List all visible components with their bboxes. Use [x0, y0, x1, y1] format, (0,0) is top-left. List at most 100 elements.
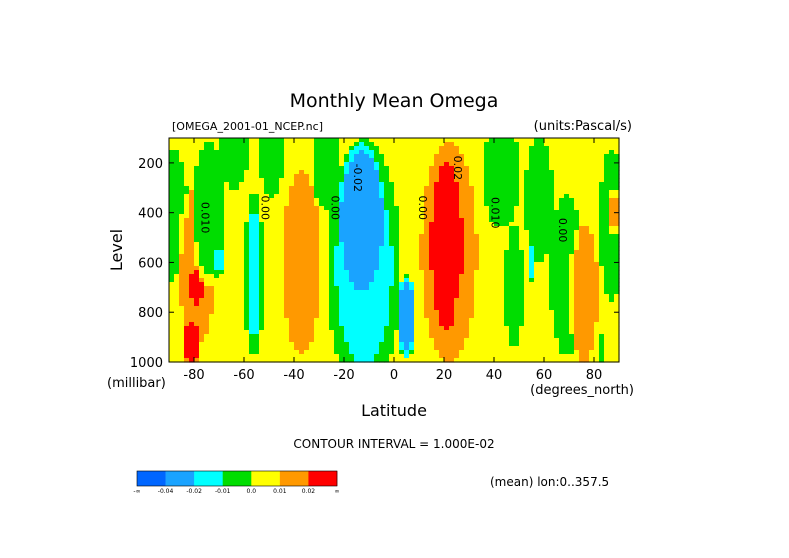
heatmap-cell — [229, 162, 235, 167]
heatmap-cell — [229, 322, 235, 327]
heatmap-cell — [374, 210, 380, 215]
heatmap-cell — [169, 142, 175, 147]
heatmap-cell — [209, 290, 215, 295]
heatmap-cell — [319, 346, 325, 351]
heatmap-cell — [524, 198, 530, 203]
heatmap-cell — [239, 242, 245, 247]
heatmap-cell — [204, 318, 210, 323]
heatmap-cell — [384, 234, 390, 239]
heatmap-cell — [419, 266, 425, 271]
heatmap-cell — [444, 206, 450, 211]
heatmap-cell — [284, 226, 290, 231]
heatmap-cell — [299, 226, 305, 231]
heatmap-cell — [259, 278, 265, 283]
heatmap-cell — [249, 170, 255, 175]
heatmap-cell — [359, 250, 365, 255]
heatmap-cell — [229, 242, 235, 247]
heatmap-cell — [609, 350, 615, 355]
heatmap-cell — [484, 282, 490, 287]
heatmap-cell — [529, 154, 535, 159]
heatmap-cell — [389, 198, 395, 203]
heatmap-cell — [424, 210, 430, 215]
heatmap-cell — [299, 214, 305, 219]
heatmap-cell — [534, 162, 540, 167]
heatmap-cell — [334, 334, 340, 339]
heatmap-cell — [444, 258, 450, 263]
heatmap-cell — [529, 178, 535, 183]
heatmap-cell — [174, 270, 180, 275]
heatmap-cell — [399, 314, 405, 319]
heatmap-cell — [259, 138, 265, 143]
heatmap-cell — [474, 142, 480, 147]
heatmap-cell — [559, 314, 565, 319]
heatmap-cell — [344, 186, 350, 191]
heatmap-cell — [519, 290, 525, 295]
heatmap-cell — [404, 346, 410, 351]
heatmap-cell — [194, 330, 200, 335]
heatmap-cell — [174, 210, 180, 215]
heatmap-cell — [484, 306, 490, 311]
heatmap-cell — [509, 338, 515, 343]
heatmap-cell — [364, 214, 370, 219]
heatmap-cell — [234, 318, 240, 323]
heatmap-cell — [434, 234, 440, 239]
heatmap-cell — [544, 194, 550, 199]
heatmap-cell — [414, 222, 420, 227]
heatmap-cell — [434, 326, 440, 331]
heatmap-cell — [299, 326, 305, 331]
heatmap-cell — [329, 254, 335, 259]
heatmap-cell — [244, 138, 250, 143]
heatmap-cell — [389, 142, 395, 147]
heatmap-cell — [394, 338, 400, 343]
heatmap-cell — [364, 314, 370, 319]
heatmap-cell — [354, 142, 360, 147]
heatmap-cell — [604, 266, 610, 271]
heatmap-cell — [374, 282, 380, 287]
heatmap-cell — [459, 170, 465, 175]
heatmap-cell — [309, 294, 315, 299]
heatmap-cell — [354, 298, 360, 303]
heatmap-cell — [554, 142, 560, 147]
heatmap-cell — [474, 326, 480, 331]
heatmap-cell — [289, 298, 295, 303]
heatmap-cell — [244, 186, 250, 191]
heatmap-cell — [369, 342, 375, 347]
heatmap-cell — [249, 266, 255, 271]
heatmap-cell — [604, 346, 610, 351]
heatmap-cell — [519, 254, 525, 259]
heatmap-cell — [534, 310, 540, 315]
heatmap-cell — [399, 250, 405, 255]
heatmap-cell — [539, 226, 545, 231]
heatmap-cell — [524, 226, 530, 231]
heatmap-cell — [524, 342, 530, 347]
heatmap-cell — [254, 298, 260, 303]
heatmap-cell — [339, 166, 345, 171]
heatmap-cell — [464, 194, 470, 199]
heatmap-cell — [259, 218, 265, 223]
heatmap-cell — [369, 186, 375, 191]
heatmap-cell — [459, 266, 465, 271]
heatmap-cell — [479, 330, 485, 335]
heatmap-cell — [574, 354, 580, 359]
heatmap-cell — [429, 274, 435, 279]
heatmap-cell — [244, 190, 250, 195]
heatmap-cell — [209, 162, 215, 167]
heatmap-cell — [539, 138, 545, 143]
heatmap-cell — [444, 198, 450, 203]
heatmap-cell — [209, 234, 215, 239]
heatmap-cell — [579, 218, 585, 223]
heatmap-cell — [329, 234, 335, 239]
heatmap-cell — [599, 334, 605, 339]
heatmap-cell — [304, 310, 310, 315]
heatmap-cell — [319, 326, 325, 331]
heatmap-cell — [544, 186, 550, 191]
heatmap-cell — [604, 302, 610, 307]
heatmap-cell — [249, 286, 255, 291]
heatmap-cell — [304, 214, 310, 219]
heatmap-cell — [299, 154, 305, 159]
heatmap-cell — [399, 358, 405, 363]
heatmap-cell — [289, 242, 295, 247]
heatmap-cell — [604, 326, 610, 331]
heatmap-cell — [259, 318, 265, 323]
heatmap-cell — [564, 330, 570, 335]
